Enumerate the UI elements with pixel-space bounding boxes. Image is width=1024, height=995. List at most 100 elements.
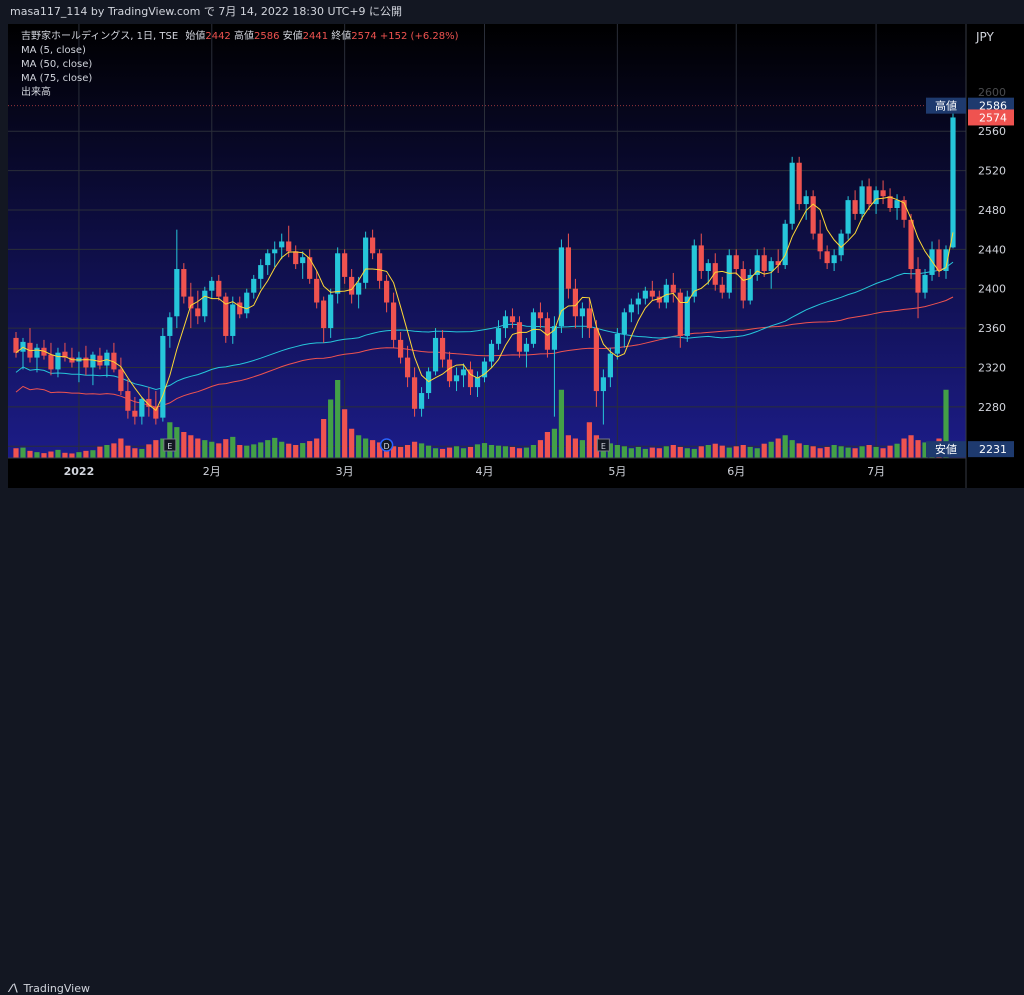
legend-ma75[interactable]: MA (75, close) xyxy=(21,73,93,84)
volume-bar xyxy=(279,441,285,458)
volume-bar xyxy=(97,446,103,458)
volume-bar xyxy=(314,438,320,458)
candle-body xyxy=(838,233,844,256)
candle xyxy=(859,180,865,220)
volume-bar xyxy=(272,437,278,458)
candle-body xyxy=(418,393,425,409)
tradingview-logo[interactable]: ⁄∖ TradingView xyxy=(10,982,90,995)
volume-bar xyxy=(516,448,523,458)
candle xyxy=(335,247,341,304)
candle-body xyxy=(516,322,523,352)
volume-bar xyxy=(69,453,75,458)
volume-bar xyxy=(209,441,215,458)
volume-bar xyxy=(768,441,774,458)
candle-body xyxy=(789,162,795,224)
candle-body xyxy=(852,200,858,214)
dividend-marker[interactable]: D xyxy=(379,438,394,452)
candle-body xyxy=(572,288,579,317)
volume-bar xyxy=(153,440,159,458)
volume-bar xyxy=(824,446,830,458)
candle-body xyxy=(530,312,537,344)
candle-body xyxy=(153,406,159,419)
volume-bar xyxy=(873,446,879,458)
volume-bar xyxy=(474,444,481,458)
candle-body xyxy=(621,312,627,334)
candle xyxy=(377,249,383,289)
candle-body xyxy=(335,253,341,294)
volume-bar xyxy=(188,435,194,458)
volume-bar xyxy=(244,445,250,458)
candle xyxy=(321,296,327,343)
ma75-path xyxy=(15,296,954,408)
volume-bar xyxy=(90,450,96,458)
candle xyxy=(915,257,921,319)
volume-bar xyxy=(922,442,928,458)
candle-body xyxy=(551,326,558,350)
earnings-marker[interactable]: E xyxy=(596,438,610,452)
currency-label[interactable]: JPY xyxy=(976,30,994,44)
legend-volume[interactable]: 出来高 xyxy=(21,87,51,98)
time-axis[interactable]: 2022 2月 3月 4月 5月 6月 7月 xyxy=(64,465,885,478)
candle xyxy=(705,259,711,285)
candle xyxy=(495,320,502,350)
legend-ma50[interactable]: MA (50, close) xyxy=(21,59,93,70)
candle-body xyxy=(684,296,690,336)
price-tick-label: 2440 xyxy=(978,243,1006,256)
volume-bar xyxy=(803,445,809,458)
volume-bar xyxy=(251,444,257,458)
legend-open: 2442 xyxy=(205,31,231,42)
candle-body xyxy=(712,263,718,285)
legend-ma5[interactable]: MA (5, close) xyxy=(21,45,86,56)
candle-body xyxy=(300,257,306,264)
volume-bar xyxy=(20,447,26,458)
candle xyxy=(272,241,278,268)
candle xyxy=(453,367,460,392)
ma50-line xyxy=(15,261,954,391)
chart-frame[interactable]: E D E 224022802320236024002440248025202560… xyxy=(8,24,1024,488)
candle-body xyxy=(824,251,830,264)
volume-bar xyxy=(467,446,474,458)
volume-bar xyxy=(202,440,208,458)
volume-bar xyxy=(356,435,362,458)
candle xyxy=(621,308,627,348)
candle-body xyxy=(915,269,921,293)
price-chart[interactable]: E D E 224022802320236024002440248025202560… xyxy=(8,24,1024,488)
candle xyxy=(782,219,788,270)
candle-body xyxy=(943,249,949,271)
legend-high: 2586 xyxy=(253,31,280,42)
candle-body xyxy=(670,284,676,293)
volume-bar xyxy=(593,435,599,458)
candle-body xyxy=(202,290,208,317)
volume-bar xyxy=(726,447,732,458)
volume-bar xyxy=(915,440,921,458)
high-value-tag: 2586 xyxy=(979,100,1007,113)
candle-body xyxy=(432,337,439,372)
candle xyxy=(789,156,795,230)
candle xyxy=(13,332,19,358)
candle-body xyxy=(293,251,299,265)
volume-bar xyxy=(670,445,676,458)
earnings-marker[interactable]: E xyxy=(163,438,177,452)
marker-label: D xyxy=(384,442,390,451)
legend-main: 吉野家ホールディングス, 1日, TSE 始値2442 高値2586 安値244… xyxy=(21,30,459,43)
candle xyxy=(628,298,634,323)
candle-body xyxy=(768,261,774,271)
candle-body xyxy=(188,296,194,309)
candle xyxy=(901,196,907,228)
candle-body xyxy=(439,337,446,360)
candle xyxy=(411,367,418,417)
volume-bar xyxy=(838,446,844,458)
candle xyxy=(831,249,837,271)
candle-body xyxy=(139,398,145,417)
candle xyxy=(474,371,481,397)
candle xyxy=(258,259,264,289)
candle xyxy=(195,290,201,325)
candle-body xyxy=(537,312,544,319)
candle xyxy=(397,332,404,364)
candle xyxy=(677,288,683,348)
candle-body xyxy=(831,255,837,264)
candle-body xyxy=(810,196,816,234)
price-tick-label: 2280 xyxy=(978,401,1006,414)
price-axis[interactable]: 2240228023202360240024402480252025602600 xyxy=(978,86,1006,453)
